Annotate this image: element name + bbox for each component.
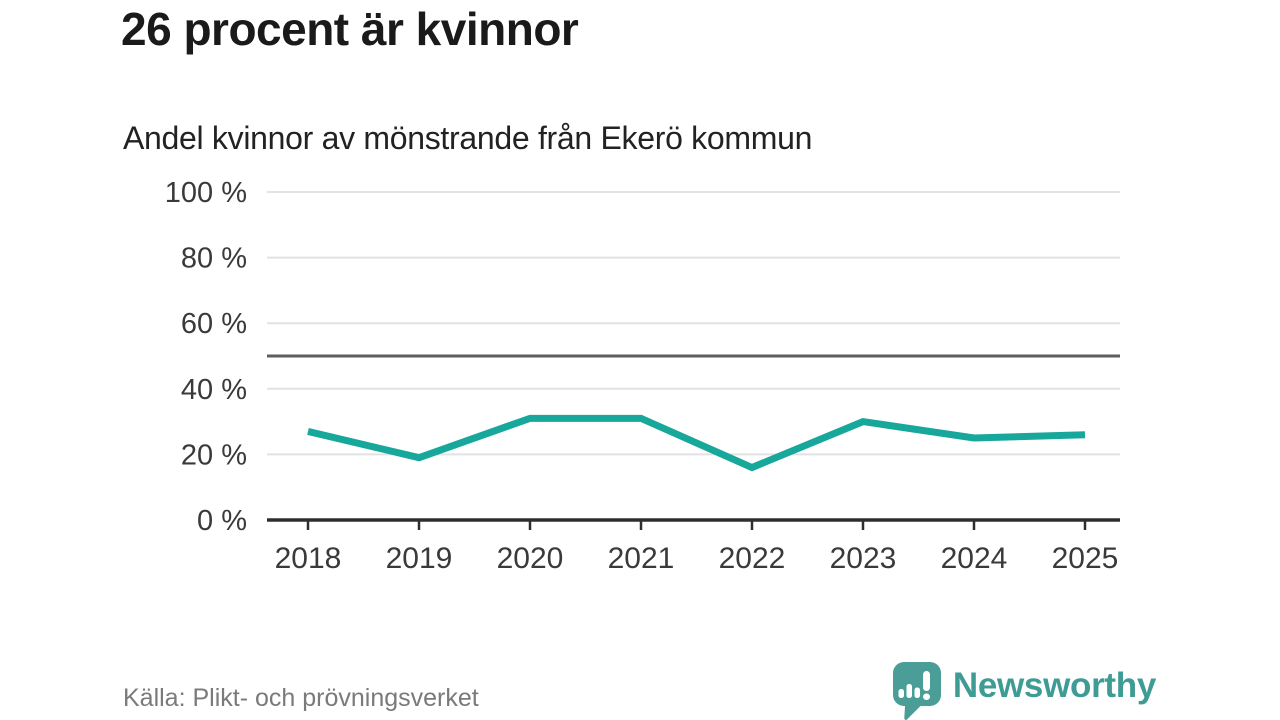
x-axis-label: 2019 xyxy=(386,542,453,575)
newsworthy-logo-icon xyxy=(892,662,941,720)
x-axis-label: 2023 xyxy=(830,542,897,575)
y-axis-label: 80 % xyxy=(181,243,247,275)
source-note: Källa: Plikt- och prövningsverket xyxy=(123,684,479,712)
newsworthy-logo-text: Newsworthy xyxy=(952,666,1156,705)
chart-subtitle: Andel kvinnor av mönstrande från Ekerö k… xyxy=(123,120,813,156)
x-axis-label: 2021 xyxy=(608,542,675,575)
y-axis-label: 0 % xyxy=(197,505,247,537)
x-axis-label: 2024 xyxy=(941,542,1008,575)
y-axis-label: 20 % xyxy=(181,439,247,471)
chart-title: 26 procent är kvinnor xyxy=(121,3,579,55)
newsworthy-logo: Newsworthy xyxy=(892,662,1156,720)
x-axis-label: 2022 xyxy=(719,542,786,575)
y-axis-label: 100 % xyxy=(165,177,247,209)
y-axis-label: 40 % xyxy=(181,374,247,406)
x-axis-label: 2018 xyxy=(275,542,342,575)
x-axis-label: 2025 xyxy=(1052,542,1119,575)
data-line-andel-kvinnor xyxy=(307,414,1086,472)
line-chart: 0 % 20 % 40 % 60 % 80 % 100 % 2018 2019 2020 2021… xyxy=(165,177,1120,575)
x-axis-label: 2020 xyxy=(497,542,564,575)
y-axis-label: 60 % xyxy=(181,308,247,340)
